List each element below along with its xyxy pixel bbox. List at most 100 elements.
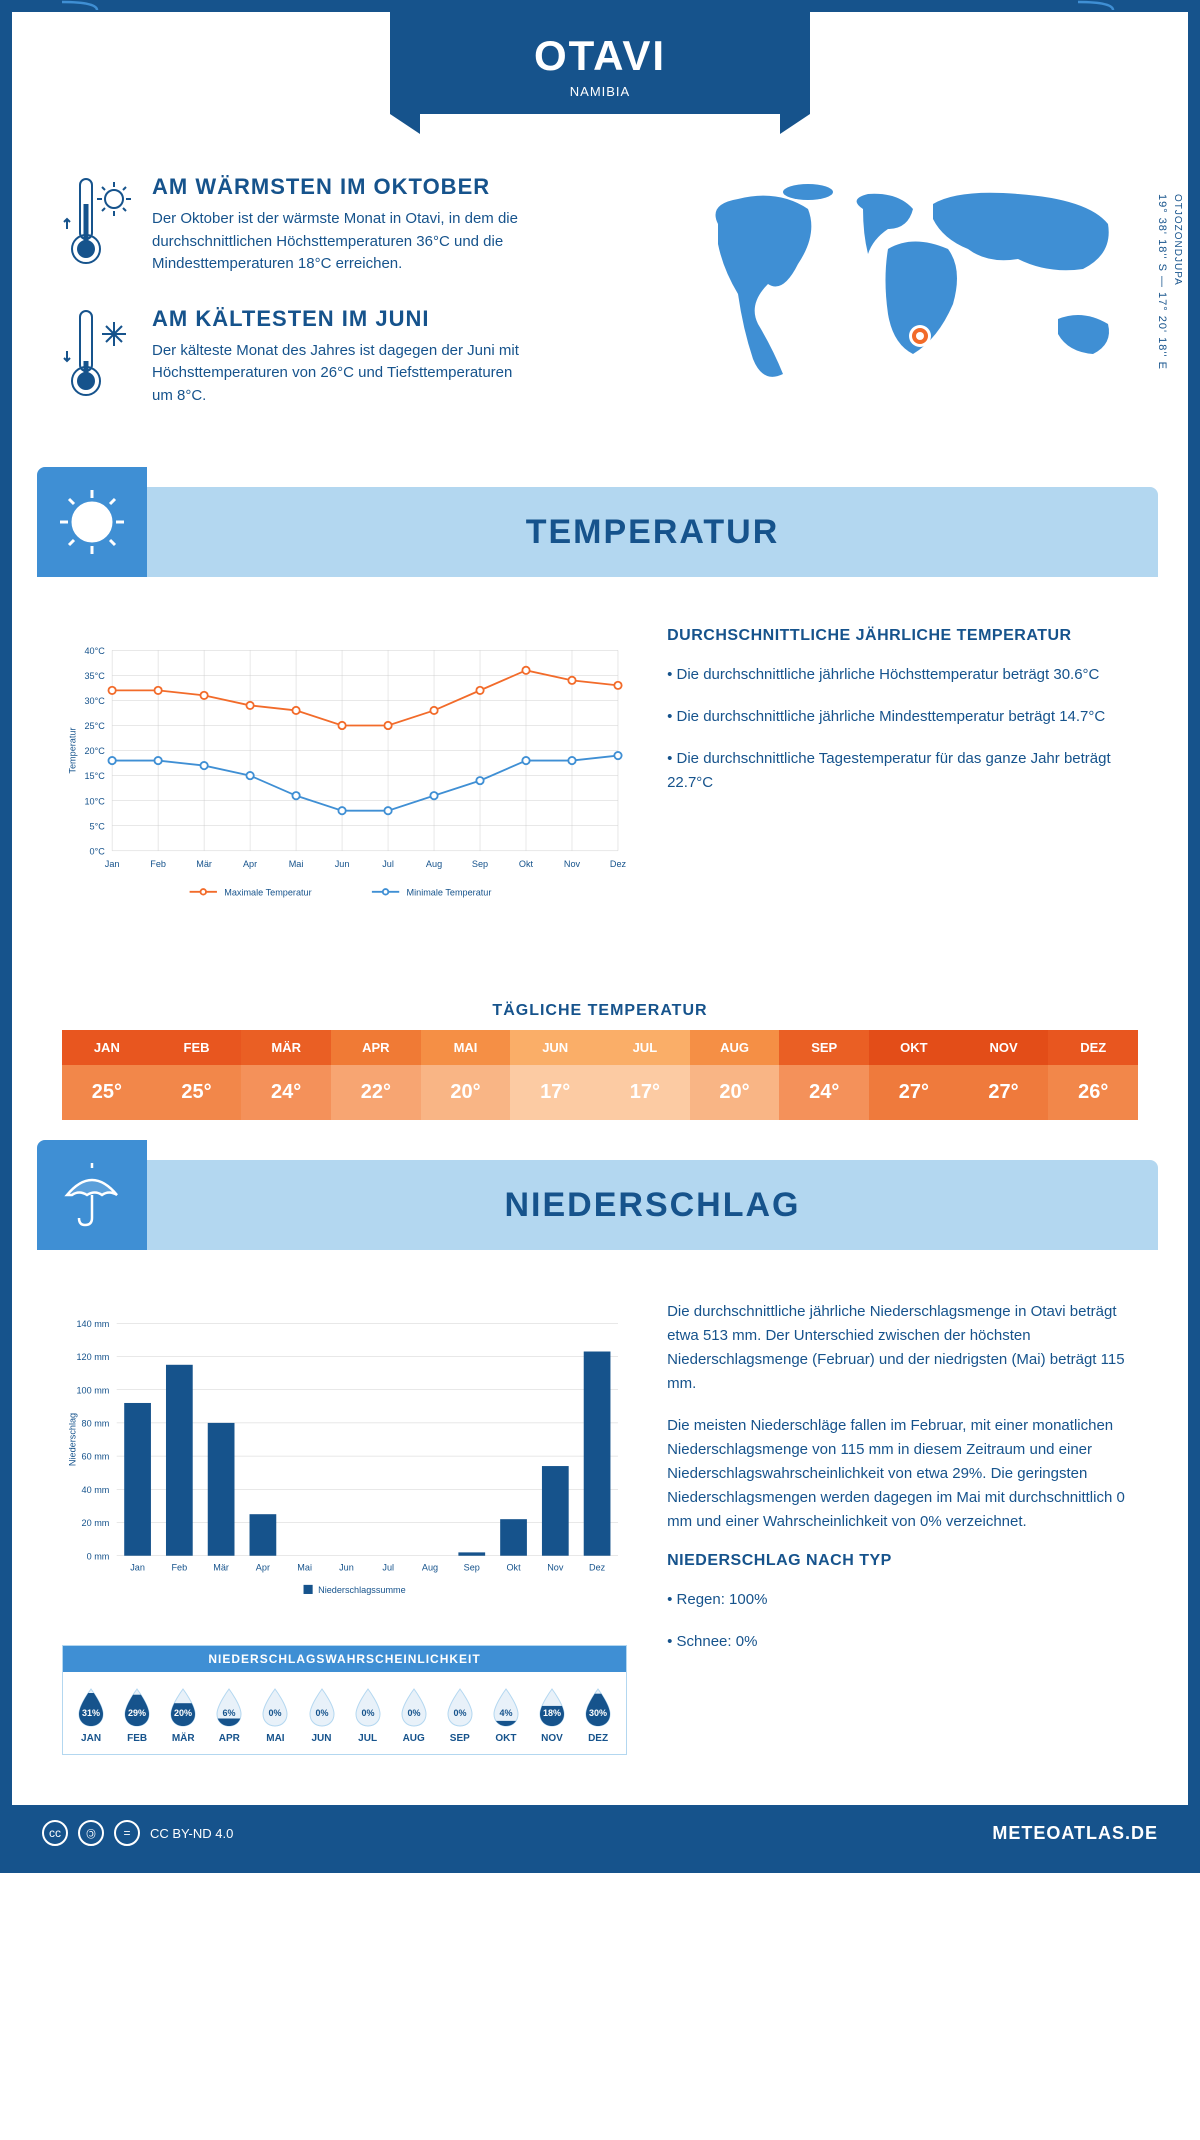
svg-text:Apr: Apr bbox=[243, 859, 257, 869]
svg-text:Sep: Sep bbox=[472, 859, 488, 869]
table-col: DEZ26° bbox=[1048, 1030, 1138, 1120]
precip-p2: Die meisten Niederschläge fallen im Febr… bbox=[667, 1414, 1138, 1534]
by-icon: 🄯 bbox=[78, 1820, 104, 1846]
svg-text:0°C: 0°C bbox=[90, 846, 106, 856]
table-col: OKT27° bbox=[869, 1030, 959, 1120]
svg-text:0%: 0% bbox=[315, 1708, 328, 1718]
temperature-description: DURCHSCHNITTLICHE JÄHRLICHE TEMPERATUR •… bbox=[667, 627, 1138, 952]
svg-text:15°C: 15°C bbox=[84, 771, 105, 781]
precipitation-banner: NIEDERSCHLAG bbox=[42, 1160, 1158, 1250]
warmest-title: AM WÄRMSTEN IM OKTOBER bbox=[152, 174, 532, 200]
svg-text:Jan: Jan bbox=[130, 1562, 145, 1572]
daily-temp-table: JAN25°FEB25°MÄR24°APR22°MAI20°JUN17°JUL1… bbox=[62, 1030, 1138, 1120]
table-col: SEP24° bbox=[779, 1030, 869, 1120]
prob-drop: 0% JUL bbox=[345, 1687, 391, 1744]
precipitation-chart: 0 mm20 mm40 mm60 mm80 mm100 mm120 mm140 … bbox=[62, 1300, 627, 1625]
prob-drop: 0% JUN bbox=[298, 1687, 344, 1744]
daily-temp-title: TÄGLICHE TEMPERATUR bbox=[12, 1002, 1188, 1020]
coldest-text: Der kälteste Monat des Jahres ist dagege… bbox=[152, 340, 532, 408]
table-col: JUN17° bbox=[510, 1030, 600, 1120]
wind-icon bbox=[52, 0, 132, 24]
svg-text:Dez: Dez bbox=[589, 1562, 606, 1572]
svg-text:Sep: Sep bbox=[464, 1562, 480, 1572]
warmest-text: Der Oktober ist der wärmste Monat in Ota… bbox=[152, 208, 532, 276]
table-col: JUL17° bbox=[600, 1030, 690, 1120]
svg-text:Jun: Jun bbox=[339, 1562, 354, 1572]
precipitation-probability: NIEDERSCHLAGSWAHRSCHEINLICHKEIT 31% JAN … bbox=[62, 1645, 627, 1755]
temperature-chart: 0°C5°C10°C15°C20°C25°C30°C35°C40°CJanFeb… bbox=[62, 627, 627, 952]
table-col: JAN25° bbox=[62, 1030, 152, 1120]
precip-type-title: NIEDERSCHLAG NACH TYP bbox=[667, 1552, 1138, 1570]
svg-text:Jul: Jul bbox=[382, 1562, 394, 1572]
wind-icon bbox=[1068, 0, 1148, 24]
warmest-fact: AM WÄRMSTEN IM OKTOBER Der Oktober ist d… bbox=[62, 174, 688, 276]
svg-text:4%: 4% bbox=[499, 1708, 512, 1718]
precip-p1: Die durchschnittliche jährliche Niedersc… bbox=[667, 1300, 1138, 1396]
svg-text:Temperatur: Temperatur bbox=[68, 728, 78, 774]
svg-text:Dez: Dez bbox=[610, 859, 627, 869]
footer: cc 🄯 = CC BY-ND 4.0 METEOATLAS.DE bbox=[12, 1805, 1188, 1861]
prob-drop: 6% APR bbox=[206, 1687, 252, 1744]
prob-drop: 18% NOV bbox=[529, 1687, 575, 1744]
svg-text:20 mm: 20 mm bbox=[82, 1518, 110, 1528]
prob-drop: 31% JAN bbox=[68, 1687, 114, 1744]
svg-text:Feb: Feb bbox=[171, 1562, 187, 1572]
svg-text:Okt: Okt bbox=[519, 859, 534, 869]
coldest-fact: AM KÄLTESTEN IM JUNI Der kälteste Monat … bbox=[62, 306, 688, 408]
infographic-frame: OTAVI NAMIBIA AM WÄRMSTEN IM OKTOBER Der… bbox=[0, 0, 1200, 1873]
svg-text:60 mm: 60 mm bbox=[82, 1452, 110, 1462]
svg-text:30%: 30% bbox=[589, 1708, 607, 1718]
svg-text:40°C: 40°C bbox=[84, 646, 105, 656]
svg-text:Niederschlag: Niederschlag bbox=[68, 1413, 78, 1466]
temp-desc-p2: • Die durchschnittliche jährliche Mindes… bbox=[667, 705, 1138, 729]
svg-text:Jan: Jan bbox=[105, 859, 120, 869]
umbrella-icon bbox=[37, 1140, 147, 1250]
prob-drop: 0% AUG bbox=[391, 1687, 437, 1744]
table-col: APR22° bbox=[331, 1030, 421, 1120]
svg-text:6%: 6% bbox=[223, 1708, 236, 1718]
table-col: FEB25° bbox=[152, 1030, 242, 1120]
svg-text:0%: 0% bbox=[407, 1708, 420, 1718]
prob-drop: 0% MAI bbox=[252, 1687, 298, 1744]
temp-desc-title: DURCHSCHNITTLICHE JÄHRLICHE TEMPERATUR bbox=[667, 627, 1138, 645]
license-text: CC BY-ND 4.0 bbox=[150, 1826, 233, 1841]
prob-drop: 30% DEZ bbox=[575, 1687, 621, 1744]
nd-icon: = bbox=[114, 1820, 140, 1846]
svg-text:0%: 0% bbox=[269, 1708, 282, 1718]
coldest-title: AM KÄLTESTEN IM JUNI bbox=[152, 306, 532, 332]
svg-text:Mai: Mai bbox=[297, 1562, 312, 1572]
svg-text:30°C: 30°C bbox=[84, 696, 105, 706]
svg-text:Apr: Apr bbox=[256, 1562, 270, 1572]
svg-text:120 mm: 120 mm bbox=[76, 1352, 109, 1362]
temp-desc-p1: • Die durchschnittliche jährliche Höchst… bbox=[667, 663, 1138, 687]
sun-icon bbox=[37, 467, 147, 577]
svg-text:29%: 29% bbox=[128, 1708, 146, 1718]
coordinates: 19° 38' 18'' S — 17° 20' 18'' E bbox=[1156, 194, 1168, 370]
svg-text:20%: 20% bbox=[174, 1708, 192, 1718]
prob-drop: 0% SEP bbox=[437, 1687, 483, 1744]
cc-icon: cc bbox=[42, 1820, 68, 1846]
world-map: OTJOZONDJUPA 19° 38' 18'' S — 17° 20' 18… bbox=[688, 174, 1138, 437]
table-col: MAI20° bbox=[421, 1030, 511, 1120]
svg-text:Aug: Aug bbox=[426, 859, 442, 869]
svg-text:Jul: Jul bbox=[382, 859, 394, 869]
svg-text:0%: 0% bbox=[361, 1708, 374, 1718]
precipitation-title: NIEDERSCHLAG bbox=[147, 1186, 1158, 1225]
table-col: AUG20° bbox=[690, 1030, 780, 1120]
svg-text:Mär: Mär bbox=[213, 1562, 229, 1572]
svg-text:Aug: Aug bbox=[422, 1562, 438, 1572]
temperature-banner: TEMPERATUR bbox=[42, 487, 1158, 577]
prob-drop: 29% FEB bbox=[114, 1687, 160, 1744]
prob-drop: 4% OKT bbox=[483, 1687, 529, 1744]
svg-text:Okt: Okt bbox=[506, 1562, 521, 1572]
intro-row: AM WÄRMSTEN IM OKTOBER Der Oktober ist d… bbox=[12, 144, 1188, 467]
precipitation-description: Die durchschnittliche jährliche Niedersc… bbox=[667, 1300, 1138, 1775]
prob-drop: 20% MÄR bbox=[160, 1687, 206, 1744]
country-subtitle: NAMIBIA bbox=[390, 84, 810, 99]
svg-text:0 mm: 0 mm bbox=[87, 1551, 110, 1561]
svg-text:Maximale Temperatur: Maximale Temperatur bbox=[224, 887, 311, 897]
table-col: MÄR24° bbox=[241, 1030, 331, 1120]
svg-text:Minimale Temperatur: Minimale Temperatur bbox=[407, 887, 492, 897]
svg-text:25°C: 25°C bbox=[84, 721, 105, 731]
svg-text:5°C: 5°C bbox=[90, 821, 106, 831]
